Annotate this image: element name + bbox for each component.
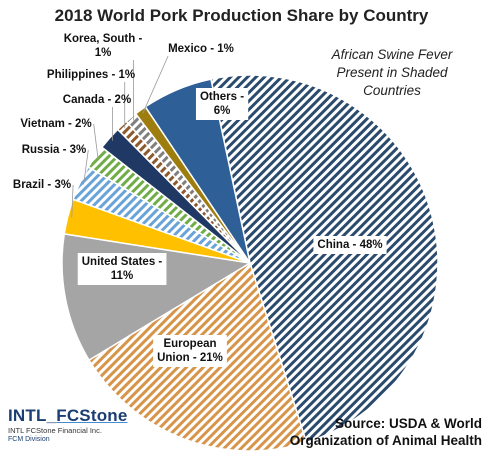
slice-label-russia: Russia - 3% bbox=[22, 144, 87, 156]
slice-label-others: Others -6% bbox=[200, 91, 244, 117]
slice-label-canada: Canada - 2% bbox=[63, 94, 131, 106]
slice-label-philippines: Philippines - 1% bbox=[47, 69, 135, 81]
leader-line bbox=[93, 123, 99, 160]
leader-line bbox=[83, 149, 89, 185]
slice-label-box bbox=[313, 236, 387, 254]
slice-label-united-states: United States -11% bbox=[82, 256, 163, 282]
slice-label-mexico: Mexico - 1% bbox=[168, 43, 234, 55]
pie-slice-china bbox=[210, 74, 439, 444]
asf-annotation: African Swine Fever Present in Shaded Co… bbox=[331, 47, 453, 98]
leader-line bbox=[142, 55, 169, 114]
chart-title: 2018 World Pork Production Share by Coun… bbox=[54, 6, 429, 25]
slice-label-vietnam: Vietnam - 2% bbox=[20, 118, 91, 130]
slice-label-box bbox=[195, 88, 249, 120]
logo-division: FCM Division bbox=[8, 436, 50, 443]
logo-name-a: INTL bbox=[8, 406, 47, 425]
slice-label-korea-south: Korea, South -1% bbox=[64, 33, 143, 59]
logo-tagline: INTL FCStone Financial Inc. bbox=[8, 426, 102, 435]
source-note: Source: USDA & World Organization of Ani… bbox=[289, 416, 482, 448]
company-logo: INTL_FCStone INTL FCStone Financial Inc.… bbox=[8, 406, 158, 444]
slice-label-box bbox=[153, 335, 227, 367]
slice-label-brazil: Brazil - 3% bbox=[13, 179, 71, 191]
logo-name-b: FCStone bbox=[56, 406, 128, 425]
slice-label-china: China - 48% bbox=[317, 239, 382, 251]
logo-wordmark: INTL_FCStone bbox=[8, 406, 128, 425]
slice-label-box bbox=[77, 253, 167, 285]
slice-label-european-union: European Union - 21% bbox=[157, 338, 223, 364]
leader-line bbox=[71, 184, 74, 218]
